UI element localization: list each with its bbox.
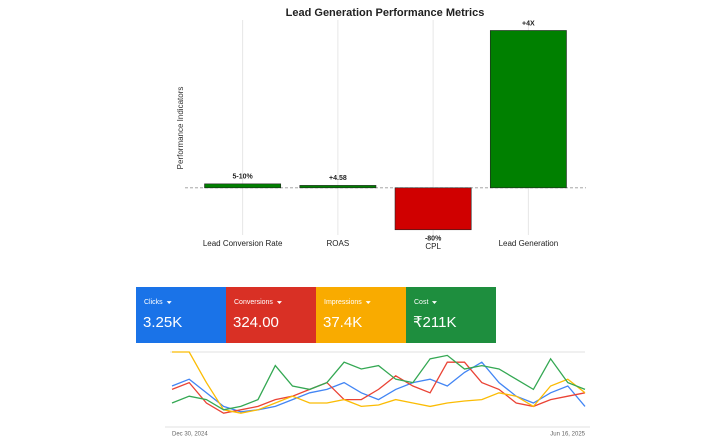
y-axis-label: Performance Indicators (176, 87, 185, 170)
chart-title: Lead Generation Performance Metrics (286, 7, 485, 19)
scorecard-value: 324.00 (233, 314, 279, 331)
scorecard-label: Cost (414, 299, 428, 306)
x-tick-label: ROAS (327, 239, 350, 248)
dropdown-caret[interactable] (365, 301, 371, 304)
bar (204, 183, 282, 189)
scorecard-value: ₹211K (413, 314, 456, 331)
scorecard-value: 37.4K (323, 314, 362, 331)
scorecard-label: Impressions (324, 299, 362, 306)
bar (394, 187, 472, 231)
dropdown-caret[interactable] (166, 301, 172, 304)
value-label: -80% (425, 236, 442, 243)
dropdown-caret[interactable] (276, 301, 282, 304)
series-line (172, 351, 586, 414)
value-label: +4X (522, 20, 535, 27)
x-tick-label: Lead Conversion Rate (203, 239, 283, 248)
scorecard[interactable] (136, 287, 226, 343)
x-tick-label: Jun 16, 2025 (550, 432, 585, 438)
scorecard[interactable] (316, 287, 406, 343)
x-tick-label: Lead Generation (499, 239, 559, 248)
scorecard[interactable] (226, 287, 316, 343)
scorecard-label: Conversions (234, 299, 273, 306)
scorecard[interactable] (406, 287, 496, 343)
x-tick-label: Dec 30, 2024 (172, 432, 208, 438)
bar (489, 30, 567, 189)
value-label: +4.58 (329, 175, 347, 182)
series-line (171, 354, 586, 411)
x-tick-label: CPL (425, 242, 441, 251)
dropdown-caret[interactable] (431, 301, 437, 304)
scorecard-value: 3.25K (143, 314, 182, 331)
scorecard-label: Clicks (144, 299, 163, 306)
bar (299, 185, 377, 189)
series-line (171, 361, 586, 414)
value-label: 5-10% (233, 174, 254, 181)
